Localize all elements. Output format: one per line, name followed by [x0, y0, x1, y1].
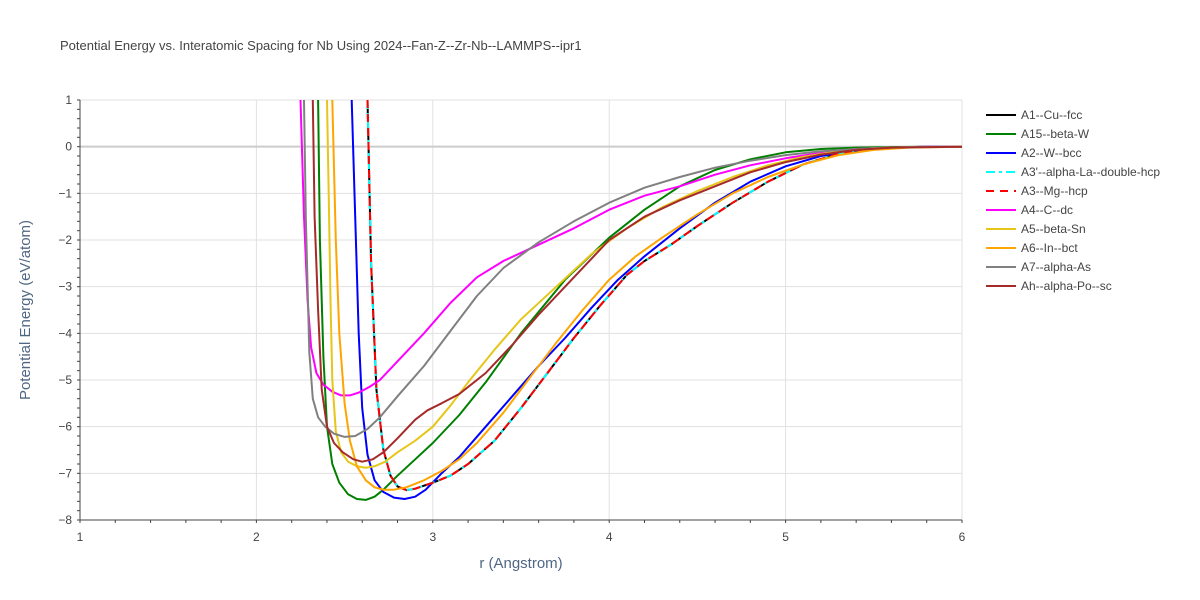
y-tick-label: 1: [65, 93, 72, 107]
legend-label-a6-in-bct[interactable]: A6--In--bct: [1021, 241, 1078, 255]
legend-label-a5-beta-sn[interactable]: A5--beta-Sn: [1021, 222, 1086, 236]
legend-label-a4-c-dc[interactable]: A4--C--dc: [1021, 203, 1073, 217]
x-tick-label: 4: [606, 530, 613, 544]
series-line-a1-cu-fcc: [366, 100, 962, 492]
series-line-a2-w-bcc: [350, 100, 962, 500]
series-line-a5-beta-sn: [326, 100, 962, 469]
legend-label-a3-mg-hcp[interactable]: A3--Mg--hcp: [1021, 184, 1088, 198]
y-tick-label: −2: [58, 233, 72, 247]
chart-title: Potential Energy vs. Interatomic Spacing…: [60, 38, 582, 53]
legend-label-a2-w-bcc[interactable]: A2--W--bcc: [1021, 146, 1081, 160]
series-line-a3-alpha-la-double-hcp: [366, 100, 962, 492]
y-tick-label: −1: [58, 186, 72, 200]
y-axis-title: Potential Energy (eV/atom): [17, 220, 34, 400]
x-tick-label: 6: [959, 530, 966, 544]
y-tick-label: 0: [65, 140, 72, 154]
series-line-a15-beta-w: [317, 100, 962, 501]
x-axis-title: r (Angstrom): [479, 555, 562, 572]
x-tick-label: 2: [253, 530, 260, 544]
legend-label-a1-cu-fcc[interactable]: A1--Cu--fcc: [1021, 108, 1082, 122]
y-tick-label: −8: [58, 513, 72, 527]
y-tick-label: −6: [58, 420, 72, 434]
legend-label-a15-beta-w[interactable]: A15--beta-W: [1021, 127, 1090, 141]
series-line-ah-alpha-po-sc: [311, 100, 962, 463]
axes: 1 2 3 4 5 6 1 0 −1 −2 −3 −4 −5 −6 −7 −8: [58, 93, 965, 544]
x-tick-label: 3: [429, 530, 436, 544]
legend-label-ah-alpha-po-sc[interactable]: Ah--alpha-Po--sc: [1021, 279, 1112, 293]
series-line-a3-mg-hcp: [366, 100, 962, 492]
x-tick-label: 5: [782, 530, 789, 544]
y-tick-label: −5: [58, 373, 72, 387]
y-tick-label: −7: [58, 466, 72, 480]
series-line-a6-in-bct: [331, 100, 962, 491]
y-tick-label: −3: [58, 280, 72, 294]
legend-label-a3-alpha-la-double-hcp[interactable]: A3'--alpha-La--double-hcp: [1021, 165, 1160, 179]
y-tick-label: −4: [58, 326, 72, 340]
series-line-a4-c-dc: [299, 100, 962, 397]
grid: [79, 99, 963, 521]
legend-label-a7-alpha-as[interactable]: A7--alpha-As: [1021, 260, 1091, 274]
x-tick-label: 1: [77, 530, 84, 544]
plot-series: [299, 100, 962, 501]
legend: A1--Cu--fcc A15--beta-W A2--W--bcc A3'--alp…: [986, 108, 1160, 293]
series-line-a7-alpha-as: [303, 100, 962, 438]
